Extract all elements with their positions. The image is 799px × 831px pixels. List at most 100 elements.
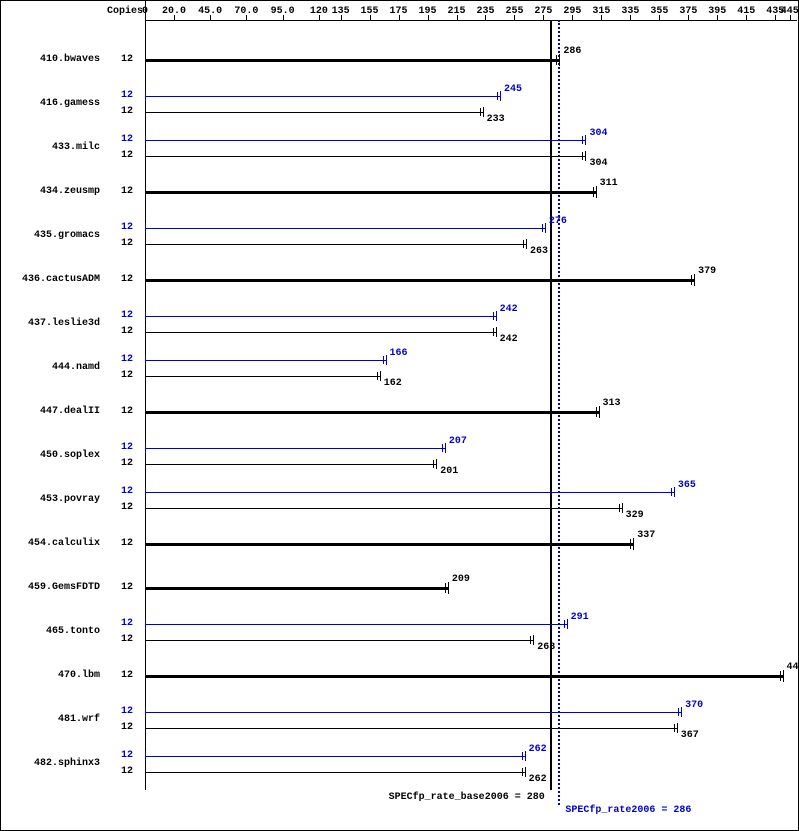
- spec-benchmark-chart: Copies020.045.070.095.012013515517519521…: [0, 0, 799, 831]
- benchmark-label: 470.lbm: [0, 670, 100, 681]
- copies-value-peak: 12: [105, 750, 133, 761]
- peak-value-label: 262: [529, 744, 547, 755]
- base-value-label: 201: [440, 466, 458, 477]
- base-bar: [145, 675, 783, 678]
- copies-value-base: 12: [105, 722, 133, 733]
- base-bar: [145, 587, 448, 590]
- base-bar: [145, 112, 483, 113]
- copies-value-peak: 12: [105, 134, 133, 145]
- base-value-label: 233: [487, 114, 505, 125]
- base-value-label: 209: [452, 574, 470, 585]
- benchmark-label: 454.calculix: [0, 538, 100, 549]
- base-reference-label: SPECfp_rate_base2006 = 280: [389, 792, 545, 803]
- base-bar: [145, 59, 559, 62]
- base-value-label: 162: [384, 378, 402, 389]
- benchmark-label: 465.tonto: [0, 626, 100, 637]
- copies-value-base: 12: [105, 106, 133, 117]
- benchmark-label: 453.povray: [0, 494, 100, 505]
- peak-value-label: 304: [589, 128, 607, 139]
- peak-value-label: 207: [449, 436, 467, 447]
- base-value-label: 304: [589, 158, 607, 169]
- base-value-label: 263: [530, 246, 548, 257]
- benchmark-label: 435.gromacs: [0, 230, 100, 241]
- benchmark-label: 410.bwaves: [0, 54, 100, 65]
- benchmark-label: 434.zeusmp: [0, 186, 100, 197]
- peak-bar: [145, 140, 585, 141]
- peak-bar: [145, 316, 496, 317]
- base-value-label: 337: [637, 530, 655, 541]
- base-bar: [145, 411, 599, 414]
- copies-value: 12: [105, 582, 133, 593]
- copies-value-base: 12: [105, 238, 133, 249]
- base-bar: [145, 508, 622, 509]
- benchmark-label: 459.GemsFDTD: [0, 582, 100, 593]
- copies-value: 12: [105, 406, 133, 417]
- peak-value-label: 242: [500, 304, 518, 315]
- copies-value: 12: [105, 670, 133, 681]
- base-bar: [145, 244, 526, 245]
- copies-value-base: 12: [105, 150, 133, 161]
- peak-value-label: 291: [571, 612, 589, 623]
- base-bar: [145, 279, 694, 282]
- base-bar: [145, 640, 533, 641]
- peak-bar: [145, 96, 500, 97]
- benchmark-label: 433.milc: [0, 142, 100, 153]
- benchmark-label: 444.namd: [0, 362, 100, 373]
- copies-value-base: 12: [105, 502, 133, 513]
- copies-value-peak: 12: [105, 354, 133, 365]
- copies-value: 12: [105, 186, 133, 197]
- copies-value-base: 12: [105, 458, 133, 469]
- copies-value-peak: 12: [105, 442, 133, 453]
- benchmark-label: 482.sphinx3: [0, 758, 100, 769]
- copies-value-peak: 12: [105, 486, 133, 497]
- benchmark-label: 416.gamess: [0, 98, 100, 109]
- peak-value-label: 245: [504, 84, 522, 95]
- base-bar: [145, 772, 525, 773]
- base-bar: [145, 464, 436, 465]
- base-bar: [145, 156, 585, 157]
- peak-bar: [145, 360, 386, 361]
- copies-value-base: 12: [105, 370, 133, 381]
- copies-value: 12: [105, 54, 133, 65]
- copies-value: 12: [105, 274, 133, 285]
- peak-value-label: 365: [678, 480, 696, 491]
- peak-value-label: 166: [390, 348, 408, 359]
- base-value-label: 262: [529, 774, 547, 785]
- base-bar: [145, 332, 496, 333]
- copies-value-base: 12: [105, 634, 133, 645]
- peak-value-label: 370: [685, 700, 703, 711]
- peak-bar: [145, 624, 567, 625]
- base-value-label: 286: [563, 46, 581, 57]
- benchmark-label: 447.dealII: [0, 406, 100, 417]
- peak-bar: [145, 756, 525, 757]
- copies-value-base: 12: [105, 766, 133, 777]
- copies-value: 12: [105, 538, 133, 549]
- base-value-label: 311: [600, 178, 618, 189]
- base-value-label: 313: [603, 398, 621, 409]
- copies-value-peak: 12: [105, 618, 133, 629]
- base-bar: [145, 191, 596, 194]
- copies-value-peak: 12: [105, 310, 133, 321]
- peak-reference-label: SPECfp_rate2006 = 286: [565, 805, 691, 816]
- base-value-label: 367: [681, 730, 699, 741]
- benchmark-label: 481.wrf: [0, 714, 100, 725]
- benchmark-label: 437.leslie3d: [0, 318, 100, 329]
- copies-value-peak: 12: [105, 706, 133, 717]
- base-value-label: 379: [698, 266, 716, 277]
- peak-bar: [145, 492, 674, 493]
- copies-value-peak: 12: [105, 90, 133, 101]
- base-value-label: 268: [537, 642, 555, 653]
- peak-value-label: 276: [549, 216, 567, 227]
- peak-bar: [145, 228, 545, 229]
- peak-bar: [145, 448, 445, 449]
- base-value-label: 440: [787, 662, 799, 673]
- base-bar: [145, 376, 380, 377]
- base-value-label: 329: [626, 510, 644, 521]
- copies-header: Copies: [107, 6, 143, 17]
- peak-bar: [145, 712, 681, 713]
- base-bar: [145, 728, 677, 729]
- base-bar: [145, 543, 633, 546]
- benchmark-label: 436.cactusADM: [0, 274, 100, 285]
- copies-value-peak: 12: [105, 222, 133, 233]
- benchmark-label: 450.soplex: [0, 450, 100, 461]
